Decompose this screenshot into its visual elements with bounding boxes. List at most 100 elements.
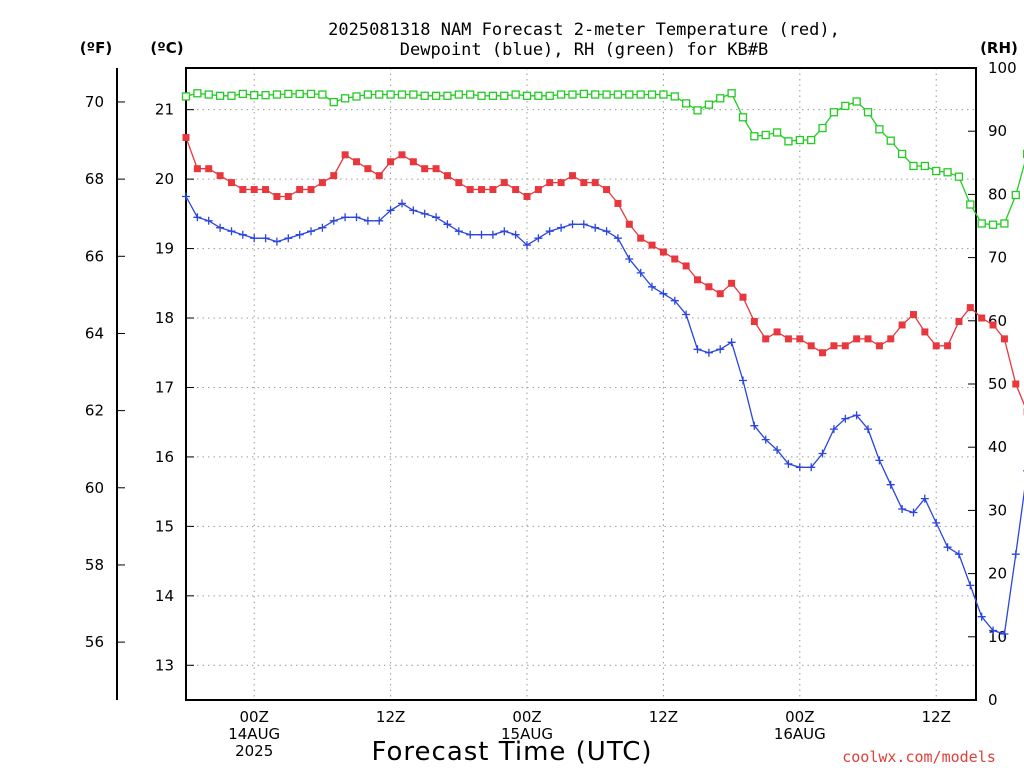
data-point [796, 335, 804, 343]
data-point [954, 172, 964, 181]
data-point [216, 172, 224, 180]
data-point [295, 230, 304, 239]
data-point [216, 223, 225, 232]
data-point [227, 179, 235, 187]
data-point [454, 227, 463, 236]
chart-title-line-1: 2025081318 NAM Forecast 2-meter Temperat… [328, 20, 840, 40]
data-point [284, 234, 293, 243]
rh-tick-label: 20 [988, 565, 1007, 583]
data-point [443, 172, 451, 180]
data-point [864, 425, 872, 434]
data-point [728, 279, 736, 287]
data-point [387, 158, 395, 166]
data-point [727, 338, 736, 347]
data-point [693, 106, 702, 115]
data-point [966, 581, 975, 590]
data-point [920, 161, 929, 171]
data-point [250, 91, 259, 100]
data-point [568, 172, 576, 180]
data-point [636, 268, 645, 277]
data-point [409, 206, 418, 215]
data-point [193, 89, 202, 98]
data-point [647, 90, 657, 99]
data-point [807, 342, 815, 350]
data-point [500, 227, 509, 236]
data-point [659, 90, 668, 99]
data-series [181, 89, 1024, 638]
celsius-tick-label: 16 [155, 448, 174, 466]
fahrenheit-tick-label: 56 [85, 633, 104, 651]
data-point [193, 165, 201, 173]
data-point [1000, 219, 1009, 228]
data-point [955, 317, 963, 325]
credit-link[interactable]: coolwx.com/models [842, 748, 996, 766]
data-point [648, 241, 656, 249]
rh-unit-label: (RH) [980, 39, 1018, 57]
data-point [443, 91, 452, 100]
data-point [363, 216, 372, 225]
data-point [966, 200, 975, 209]
data-point [534, 186, 542, 194]
data-point [227, 227, 236, 236]
data-point [364, 165, 372, 173]
data-point [829, 425, 838, 434]
data-point [954, 550, 963, 559]
series-temperature [182, 133, 1024, 416]
time-tick-label: 12Z [376, 708, 405, 726]
fahrenheit-tick-label: 58 [85, 556, 104, 574]
data-point [556, 90, 566, 99]
time-tick-label: 15AUG [501, 725, 553, 743]
data-point [966, 304, 974, 312]
data-point [739, 376, 747, 385]
data-point [579, 89, 588, 99]
data-point [522, 91, 532, 100]
rh-tick-label: 70 [988, 249, 1007, 267]
data-point [466, 230, 475, 239]
data-point [193, 213, 202, 222]
series-rh [181, 89, 1024, 229]
data-point [489, 186, 497, 194]
celsius-unit-label: (ºC) [150, 39, 183, 57]
data-point [421, 165, 429, 173]
fahrenheit-unit-label: (ºF) [80, 39, 112, 57]
x-axis-title: Forecast Time (UTC) [371, 737, 652, 767]
data-point [705, 283, 713, 291]
data-point [852, 411, 861, 420]
data-point [818, 123, 827, 133]
data-point [909, 161, 918, 171]
data-point [545, 227, 554, 236]
celsius-tick-label: 15 [155, 517, 174, 535]
data-point [716, 94, 725, 103]
data-point [273, 192, 281, 200]
series-line [185, 196, 1024, 635]
data-point [488, 91, 498, 100]
data-point [602, 90, 611, 99]
data-point [215, 91, 225, 100]
data-point [250, 234, 259, 243]
celsius-tick-label: 21 [155, 101, 174, 119]
time-tick-label: 00Z [785, 708, 814, 726]
data-point [795, 463, 804, 472]
data-point [614, 199, 622, 207]
celsius-tick-label: 17 [155, 378, 174, 396]
data-point [818, 449, 827, 458]
data-point [909, 508, 918, 517]
data-point [875, 456, 884, 465]
data-point [727, 89, 736, 98]
data-point [738, 113, 748, 122]
fahrenheit-tick-label: 64 [85, 324, 104, 342]
series-dewpoint [182, 192, 1024, 638]
data-point [568, 220, 577, 229]
data-point [512, 186, 520, 194]
data-point [750, 317, 758, 325]
data-point [261, 91, 270, 100]
data-point [409, 158, 417, 166]
data-point [238, 230, 247, 239]
time-tick-label: 00Z [240, 708, 269, 726]
data-point [704, 348, 713, 357]
data-point [988, 220, 998, 229]
data-point [307, 186, 315, 194]
data-point [921, 328, 929, 336]
data-point [306, 89, 316, 99]
data-point [932, 342, 940, 350]
